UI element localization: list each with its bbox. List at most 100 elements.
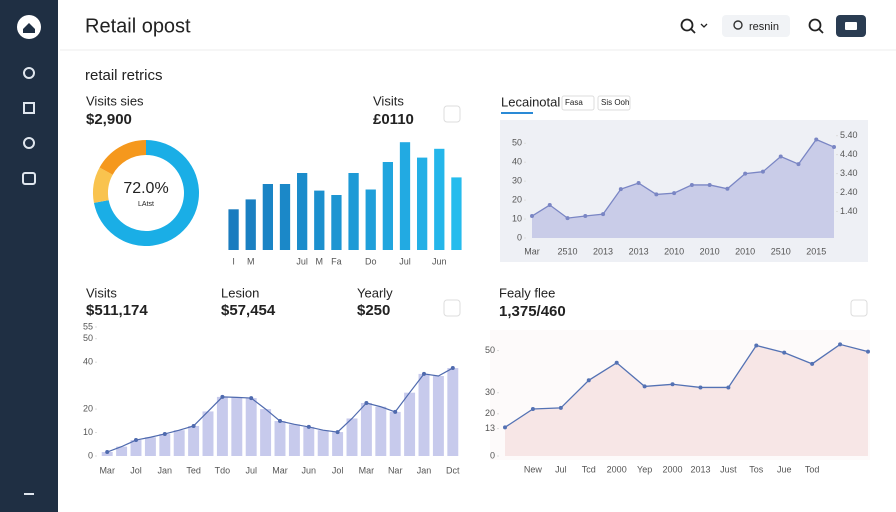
y-tick-label: 50: [83, 333, 93, 343]
x-tick-label: 2013: [629, 246, 649, 256]
point: [866, 349, 870, 354]
point: [547, 203, 552, 208]
point: [796, 162, 801, 167]
search-icon[interactable]: [808, 18, 822, 32]
x-tick-label: Jol: [130, 465, 142, 475]
kpi-label: Yearly: [357, 285, 393, 300]
area-fill: [505, 344, 868, 456]
tab-label: Sis Ooh: [601, 98, 629, 107]
bar: [331, 195, 342, 250]
bar: [130, 440, 142, 456]
point: [601, 212, 606, 217]
kpi-label: Lesion: [221, 285, 259, 300]
point: [743, 171, 748, 176]
bar: [418, 373, 430, 456]
y-tick-label: 1.40: [840, 206, 858, 216]
x-tick-label: Jue: [777, 464, 792, 474]
search-icon: [733, 20, 743, 30]
nav-icon[interactable]: [23, 102, 35, 114]
x-tick-label: Mar: [524, 246, 540, 256]
nav-icon[interactable]: [22, 172, 36, 185]
x-tick-label: Dct: [446, 465, 460, 475]
x-tick-label: 2010: [735, 246, 755, 256]
bar: [417, 157, 428, 250]
card-label: Visits: [373, 93, 404, 108]
x-tick-label: Jul: [245, 465, 257, 475]
y-tick-label: 13: [485, 423, 495, 433]
x-tick-label: Jol: [332, 465, 344, 475]
bar: [173, 430, 185, 456]
point: [191, 423, 196, 428]
y-tick-label: 0: [517, 232, 522, 242]
point: [814, 137, 819, 142]
dropdown-caret: [700, 23, 708, 28]
bar: [348, 173, 359, 250]
x-tick-label: Fa: [331, 256, 342, 266]
point: [689, 182, 694, 187]
x-tick-label: Jul: [296, 256, 308, 266]
y-tick-label: 3.40: [840, 168, 858, 178]
card-menu[interactable]: [443, 299, 461, 317]
line: [531, 138, 835, 219]
point: [754, 343, 759, 348]
y-tick-label: 40: [512, 157, 522, 167]
bar: [260, 409, 272, 456]
card-label: Visits sies: [86, 93, 144, 108]
x-tick-label: Tod: [805, 464, 820, 474]
point: [278, 419, 282, 424]
bar: [303, 426, 315, 456]
bar: [346, 418, 358, 456]
bar: [245, 199, 256, 250]
point: [642, 384, 647, 389]
x-tick-label: 2510: [558, 246, 578, 256]
y-tick-label: 0: [490, 450, 495, 460]
x-tick-label: Mar: [99, 465, 115, 475]
card-label: Lecainotal: [501, 94, 560, 109]
bar: [202, 411, 214, 456]
x-tick-label: 2013: [690, 464, 710, 474]
point: [782, 350, 787, 355]
point: [760, 169, 765, 174]
nav-icon[interactable]: [23, 67, 35, 79]
point: [832, 145, 836, 150]
x-tick-label: Mar: [359, 465, 375, 475]
bar: [365, 189, 376, 250]
y-tick-label: 50: [512, 138, 522, 148]
kpi-value: $57,454: [221, 302, 276, 319]
x-tick-label: M: [316, 256, 324, 266]
bar: [144, 437, 156, 456]
bar: [360, 402, 372, 456]
kpi-value: $511,174: [86, 302, 148, 319]
point: [503, 425, 507, 430]
point: [105, 450, 110, 455]
point: [162, 431, 167, 436]
card-menu[interactable]: [443, 105, 461, 123]
point: [707, 182, 712, 187]
y-tick-label: 30: [512, 176, 522, 186]
tab[interactable]: [597, 95, 631, 111]
nav-icon[interactable]: [23, 137, 36, 149]
bar: [159, 433, 171, 456]
bar: [262, 184, 273, 250]
point: [364, 400, 369, 405]
point: [134, 438, 138, 443]
search-icon[interactable]: [680, 18, 694, 32]
bar: [432, 376, 444, 456]
y-tick-label: 4.40: [840, 149, 858, 159]
x-tick-label: M: [247, 256, 255, 266]
y-tick-label: 10: [83, 427, 93, 437]
point: [698, 385, 703, 390]
section-title: retail retrics: [85, 67, 163, 84]
kpi-value: $250: [357, 302, 390, 319]
x-tick-label: 2013: [593, 246, 613, 256]
search-icon: [690, 28, 696, 34]
y-tick-label: 20: [485, 408, 495, 418]
bar: [332, 432, 344, 456]
tab[interactable]: [561, 95, 595, 111]
card-label: Fealy flee: [499, 285, 555, 300]
point: [335, 430, 340, 435]
x-tick-label: Nar: [388, 465, 403, 475]
x-tick-label: Tos: [749, 464, 764, 474]
line: [504, 343, 869, 428]
card-menu[interactable]: [850, 299, 868, 317]
